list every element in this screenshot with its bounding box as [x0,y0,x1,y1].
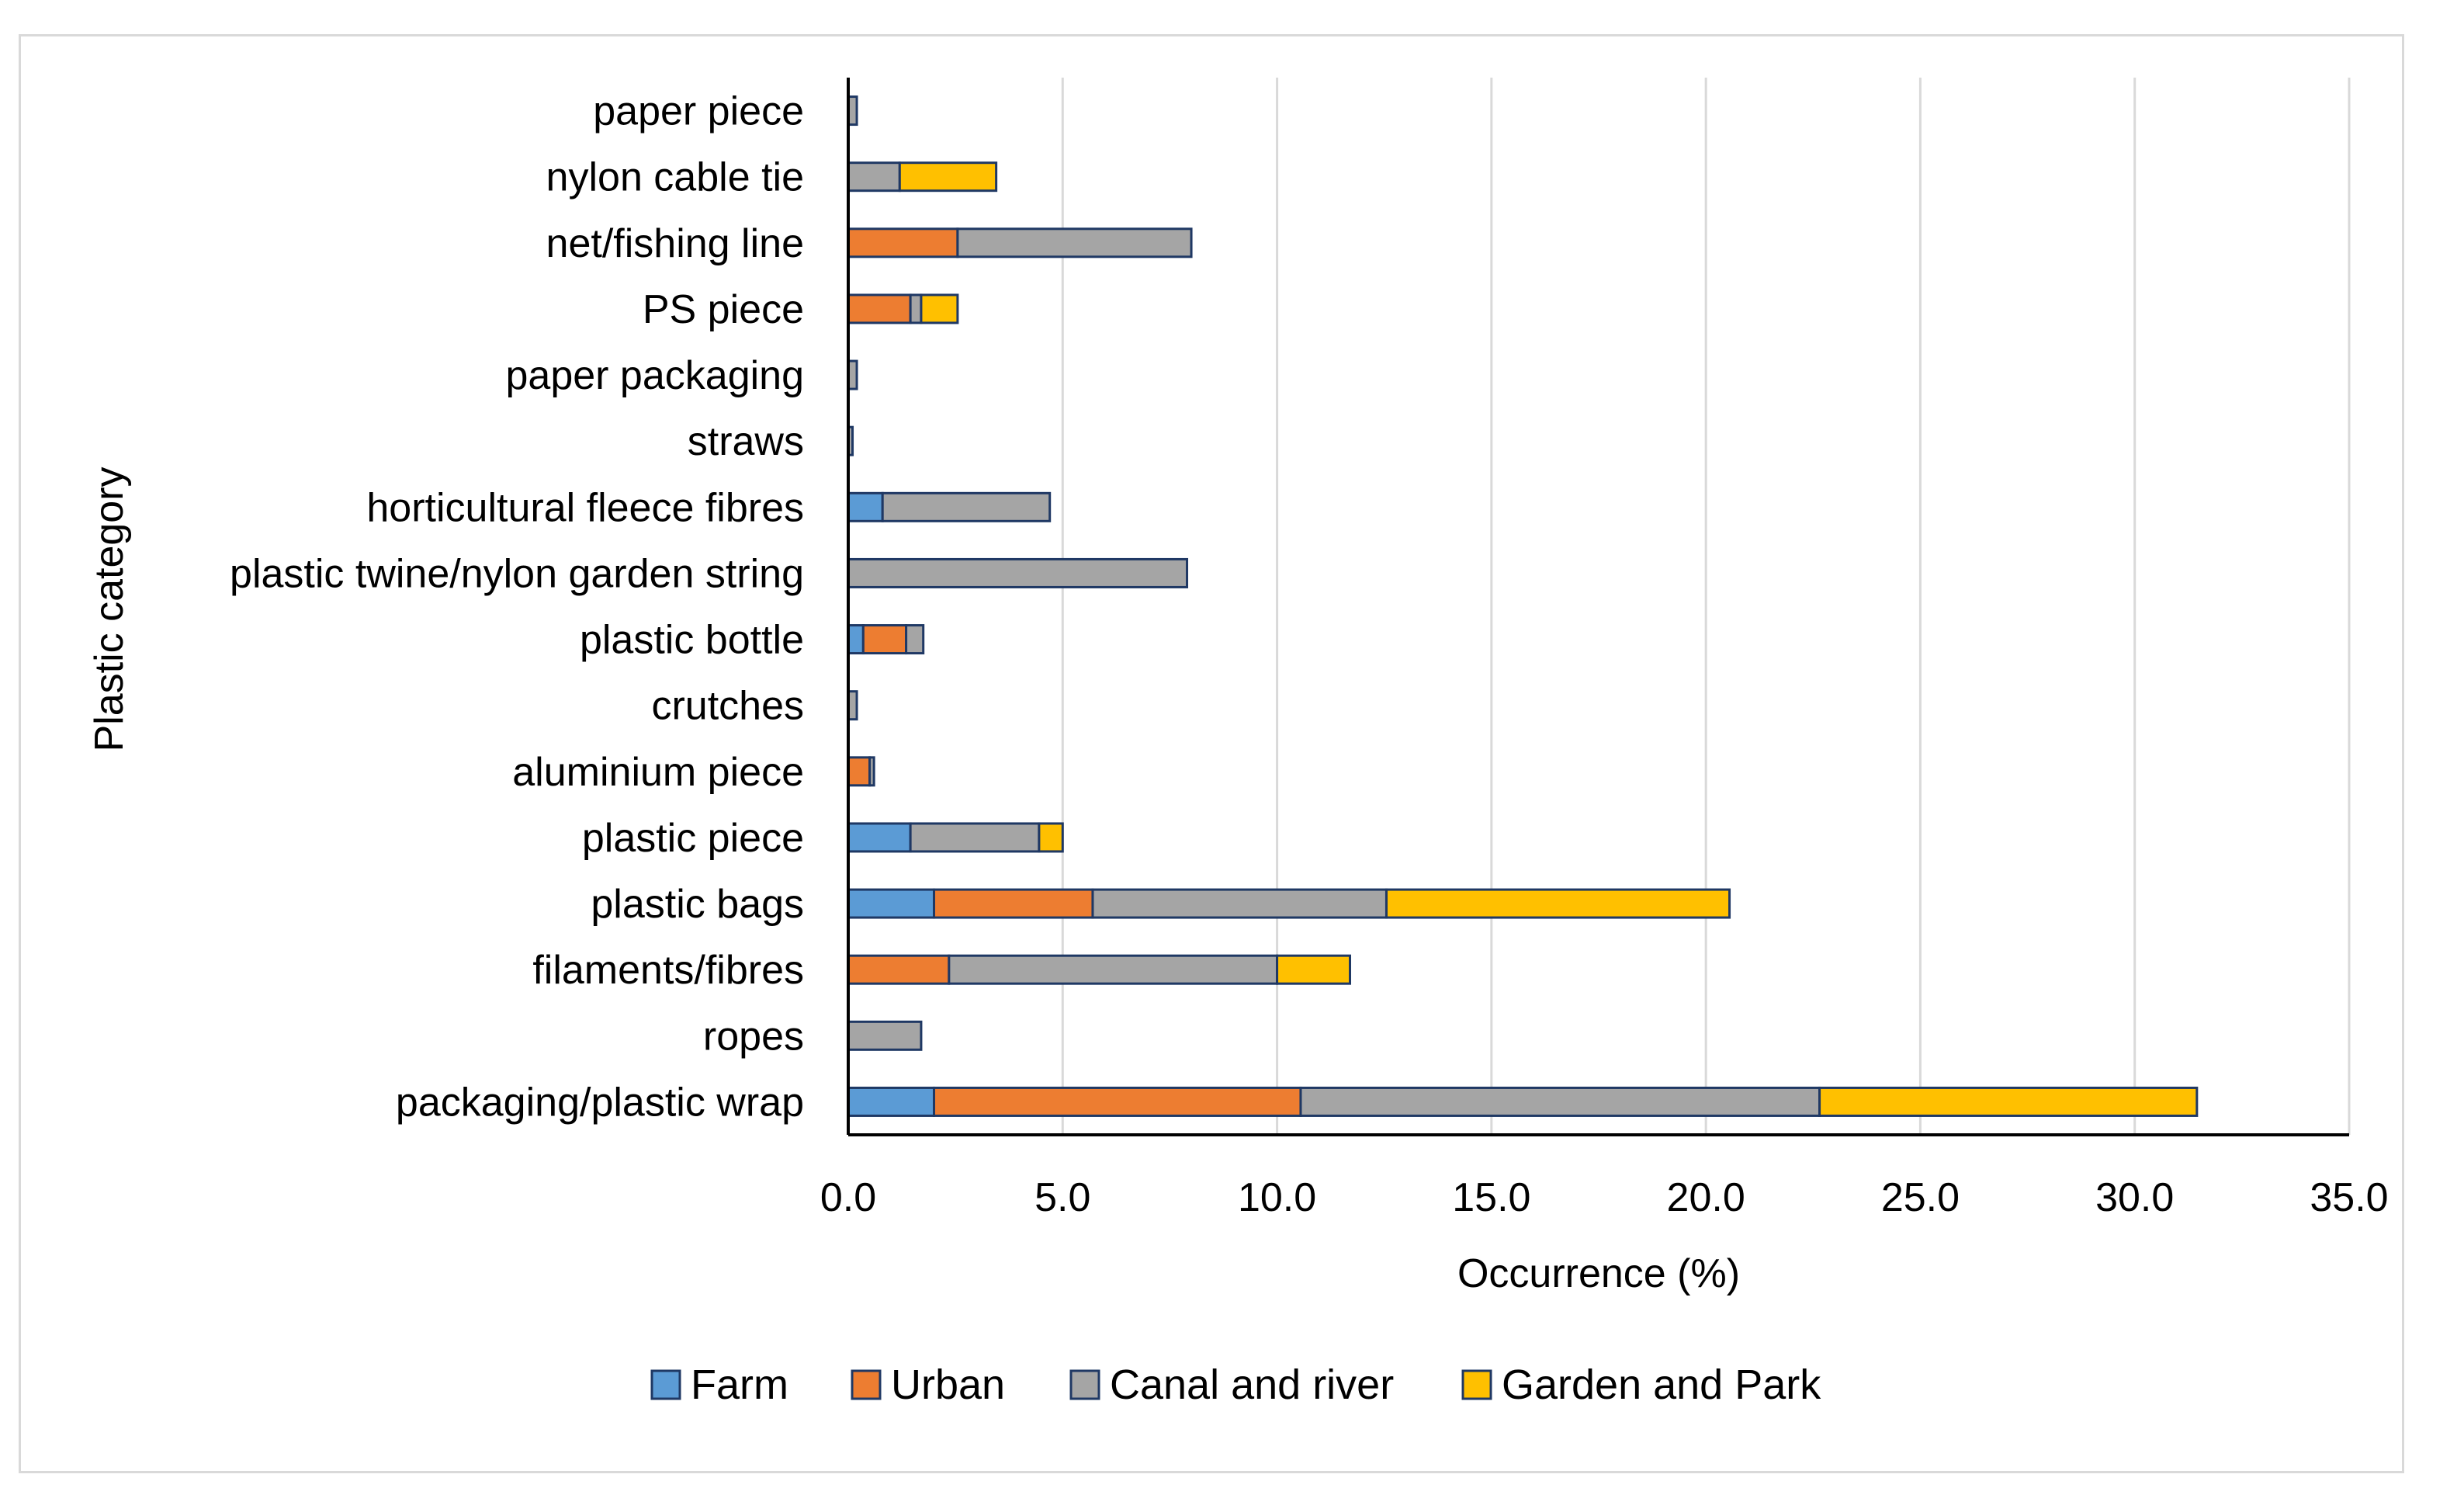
bar-segment [847,1086,936,1117]
category-label: plastic bottle [580,618,804,663]
bar-segment [1818,1086,2199,1117]
category-label: plastic piece [582,816,804,861]
bar-segment [847,624,865,655]
category-label: nylon cable tie [546,155,804,200]
category-label: filaments/fibres [532,948,804,993]
bar-segment [847,557,1189,588]
x-tick-label: 5.0 [1034,1175,1090,1220]
bar-segment [1091,888,1388,919]
x-tick-label: 35.0 [2310,1175,2388,1220]
bar-segment [881,491,1052,522]
legend-label: Canal and river [1110,1361,1394,1408]
legend-item: Urban [851,1361,1005,1408]
x-tick-label: 10.0 [1238,1175,1316,1220]
category-label: crutches [651,684,804,729]
category-label: plastic twine/nylon garden string [230,551,804,596]
bar-segment [847,756,872,787]
legend-label: Garden and Park [1502,1361,1821,1408]
x-tick-label: 20.0 [1667,1175,1745,1220]
x-tick-label: 30.0 [2095,1175,2174,1220]
category-label: straws [688,419,804,464]
x-tick-label: 15.0 [1452,1175,1530,1220]
category-label: paper packaging [505,353,804,398]
category-label: horticultural fleece fibres [366,485,804,530]
bar-segment [847,822,912,853]
bar-segment [956,227,1193,258]
category-label: packaging/plastic wrap [396,1080,804,1125]
x-tick-labels: 0.0 5.0 10.0 15.0 20.0 25.0 30.0 35.0 [820,1175,2389,1220]
x-tick-label: 25.0 [1881,1175,1960,1220]
category-label: net/fishing line [546,221,804,266]
bar-segment [948,954,1279,985]
bar-segment [1038,822,1064,853]
legend: Farm Urban Canal and river Garden and Park [650,1361,1821,1408]
bar-segment [1299,1086,1821,1117]
legend-label: Urban [891,1361,1005,1408]
bar-segment [868,756,875,787]
category-label: plastic bags [591,882,804,927]
legend-label: Farm [691,1361,788,1408]
category-label: PS piece [643,287,804,332]
legend-swatch [851,1369,882,1400]
legend-swatch [1069,1369,1100,1400]
legend-swatch [1461,1369,1492,1400]
legend-swatch [650,1369,681,1400]
bar-segment [847,161,901,193]
axes [847,78,2349,1136]
bar-segment [909,822,1041,853]
bar-segment [847,491,884,522]
bars [847,95,2199,1117]
legend-item: Canal and river [1069,1361,1394,1408]
bar-segment [1276,954,1352,985]
y-axis-title: Plastic category [87,467,132,751]
bar-segment [905,624,925,655]
x-tick-label: 0.0 [820,1175,876,1220]
legend-item: Garden and Park [1461,1361,1821,1408]
bar-segment [847,227,959,258]
category-label: aluminium piece [512,750,804,795]
bar-segment [933,888,1094,919]
bar-segment [847,888,936,919]
bar-segment [909,293,923,324]
bar-segment [898,161,998,193]
bar-segment [920,293,959,324]
bar-segment [847,954,951,985]
x-axis-title: Occurrence (%) [1457,1251,1740,1296]
bar-segment [847,293,912,324]
bar-segment [1384,888,1731,919]
category-label: ropes [703,1014,804,1059]
category-labels: paper piece nylon cable tie net/fishing li… [230,89,804,1126]
bar-segment [933,1086,1302,1117]
category-label: paper piece [593,89,804,134]
chart-frame [19,34,2404,1473]
bar-segment [861,624,908,655]
bar-segment [847,1020,923,1051]
legend-item: Farm [650,1361,788,1408]
